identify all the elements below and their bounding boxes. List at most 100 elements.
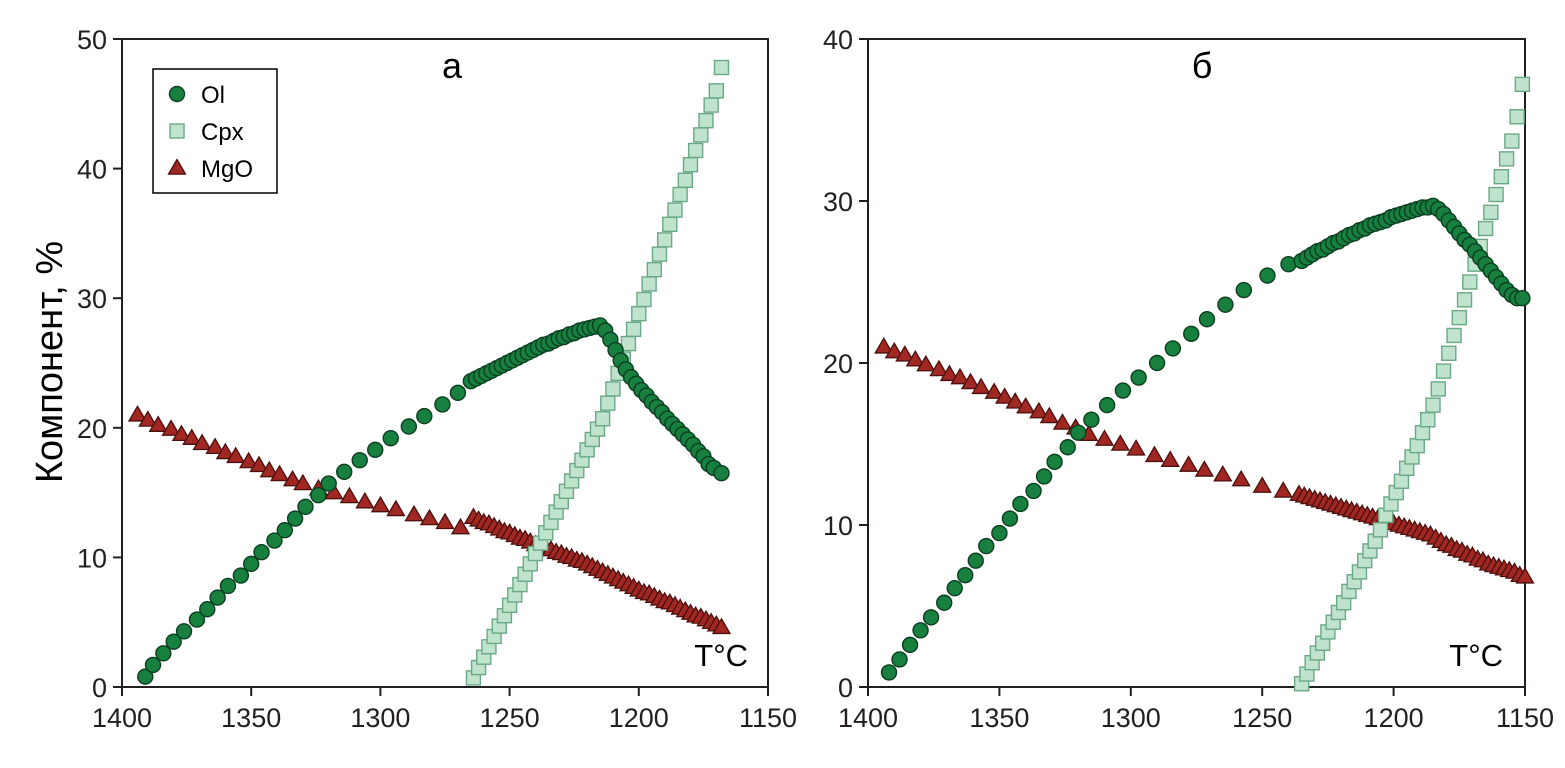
x-tick-label-a: 1300 [350, 703, 410, 733]
point-mgo [1144, 445, 1165, 463]
point-ol [957, 567, 974, 584]
point-ol [991, 524, 1008, 542]
point-mgo [995, 387, 1015, 404]
point-ol [978, 537, 995, 555]
point-ol [1130, 369, 1147, 386]
point-mgo [971, 377, 991, 395]
point-mgo [171, 424, 192, 442]
point-mgo [161, 419, 181, 436]
point-ol [242, 555, 260, 573]
x-tick-label-a: 1250 [480, 703, 540, 733]
point-cpx [703, 97, 719, 113]
point-ol [310, 486, 327, 504]
point-cpx [1430, 381, 1446, 397]
y-tick-label-a: 10 [77, 543, 107, 573]
point-cpx [682, 157, 699, 173]
point-cpx [656, 232, 673, 248]
legend-marker-mgo [167, 158, 187, 175]
y-tick-label-b: 40 [823, 25, 853, 55]
point-mgo [905, 349, 925, 367]
point-ol [936, 594, 953, 611]
plot-frame-a [121, 38, 769, 688]
point-mgo [1515, 567, 1535, 584]
point-ol [912, 622, 929, 639]
point-mgo [874, 337, 894, 354]
point-cpx [594, 411, 611, 427]
point-cpx [625, 321, 642, 338]
point-mgo [370, 495, 391, 513]
point-ol [901, 636, 919, 654]
point-mgo [1110, 434, 1130, 451]
point-cpx [1456, 292, 1473, 308]
y-tick-label-b: 20 [823, 349, 853, 379]
point-mgo [205, 437, 225, 455]
legend-marker-ol [168, 85, 186, 103]
x-tick-label-b: 1350 [969, 703, 1029, 733]
point-ol [713, 464, 730, 482]
point-ol [1259, 267, 1276, 284]
x-tick-label-a: 1400 [92, 703, 152, 733]
point-ol [1514, 290, 1531, 307]
point-ol [320, 475, 337, 492]
y-tick-label-a: 50 [77, 25, 107, 55]
y-tick-label-b: 10 [823, 511, 853, 541]
y-tick-label-a: 0 [92, 673, 107, 703]
panel-label-b: б [1192, 45, 1213, 86]
point-cpx [662, 216, 678, 233]
point-mgo [138, 410, 158, 427]
point-ol [144, 656, 162, 674]
point-ol [967, 552, 984, 569]
point-ol [922, 609, 940, 626]
point-ol [219, 577, 237, 595]
point-ol [209, 589, 226, 606]
point-cpx [687, 142, 704, 159]
x-unit-label-a: T°C [694, 638, 748, 673]
point-ol [880, 664, 898, 681]
point-ol [946, 579, 963, 597]
point-cpx [1504, 133, 1520, 149]
point-ol [232, 567, 250, 584]
point-mgo [1094, 429, 1115, 446]
point-cpx [1451, 309, 1468, 326]
point-mgo [259, 460, 279, 478]
point-mgo [916, 354, 936, 372]
point-ol [286, 510, 304, 527]
point-ol [449, 384, 467, 402]
point-cpx [605, 381, 621, 397]
point-ol [155, 645, 172, 662]
x-tick-label-b: 1250 [1232, 703, 1292, 733]
point-mgo [960, 372, 981, 390]
x-unit-label-b: T°C [1449, 638, 1503, 673]
point-mgo [182, 428, 202, 445]
point-ol [336, 463, 353, 481]
point-mgo [1178, 455, 1199, 472]
point-ol [1059, 439, 1076, 456]
point-cpx [1435, 363, 1452, 379]
point-ol [175, 623, 193, 640]
point-mgo [895, 345, 915, 362]
point-cpx [672, 186, 688, 203]
point-ol [1001, 510, 1019, 527]
point-mgo [1194, 460, 1215, 477]
point-mgo [1016, 396, 1036, 414]
point-cpx [1420, 412, 1436, 428]
point-ol [1083, 411, 1100, 428]
series-ol-b [880, 197, 1531, 681]
point-mgo [984, 382, 1004, 399]
point-cpx [693, 127, 709, 143]
legend-label-cpx: Cpx [201, 119, 244, 146]
point-ol [188, 611, 206, 628]
series-mgo-b [874, 337, 1535, 584]
x-tick-label-b: 1200 [1364, 703, 1424, 733]
point-ol [1198, 311, 1216, 328]
y-axis-label: Компонент, % [29, 241, 71, 483]
point-mgo [1273, 481, 1293, 498]
point-ol [1012, 495, 1029, 513]
point-mgo [1213, 464, 1233, 482]
point-ol [276, 521, 293, 539]
point-cpx [1409, 437, 1425, 454]
point-ol [416, 407, 433, 425]
point-ol [297, 498, 314, 516]
point-cpx [667, 202, 683, 218]
point-mgo [1160, 450, 1180, 467]
